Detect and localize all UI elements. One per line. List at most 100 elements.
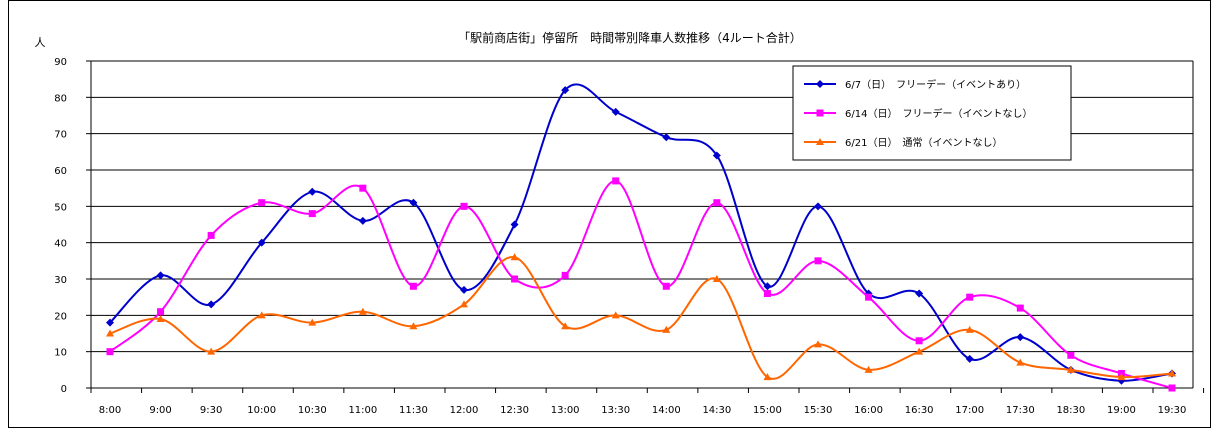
data-point-2-9:00 (157, 308, 165, 316)
data-point-2-17:30 (1016, 304, 1024, 312)
series-line-3 (109, 256, 1173, 380)
legend-item-3: 6/21（日） 通常（イベントなし） (804, 136, 1002, 149)
data-point-3-12:00 (460, 300, 468, 308)
data-point-1-9:00 (156, 271, 165, 280)
series-lines (106, 83, 1176, 392)
x-tick-label-12:00: 12:00 (450, 405, 479, 416)
data-point-1-12:00 (460, 285, 468, 294)
y-tick-label-80: 80 (54, 93, 67, 104)
data-point-1-14:00 (662, 133, 671, 142)
x-tick-label-11:30: 11:30 (399, 405, 428, 416)
data-point-3-17:30 (1016, 358, 1025, 366)
data-point-2-11:30 (409, 282, 417, 290)
data-point-3-14:30 (712, 275, 721, 282)
x-tick-label-14:00: 14:00 (652, 405, 681, 416)
data-point-1-10:30 (308, 187, 317, 196)
x-tick-label-9:30: 9:30 (200, 405, 222, 416)
data-point-1-15:30 (814, 202, 822, 211)
legend-swatch-marker-1 (816, 80, 824, 88)
y-tick-labels: 0 10 20 30 40 50 60 70 80 90 (54, 57, 67, 395)
x-tick-label-13:00: 13:00 (551, 405, 580, 416)
series-1 (106, 83, 1176, 385)
chart-border (8, 0, 1211, 428)
legend: 6/7（日） フリーデー（イベントあり） 6/14（日） フリーデー（イベントなし… (792, 65, 1072, 161)
x-tick-label-19:30: 19:30 (1158, 405, 1187, 416)
y-tick-label-20: 20 (54, 311, 67, 322)
y-tick-label-60: 60 (54, 166, 67, 177)
data-point-3-13:00 (561, 322, 570, 330)
x-tick-label-18:30: 18:30 (1056, 405, 1085, 416)
data-point-2-17:00 (966, 293, 974, 301)
legend-label-2: 6/14（日） フリーデー（イベントなし） (845, 107, 1032, 120)
data-point-2-11:00 (359, 184, 367, 192)
data-point-3-10:00 (257, 311, 266, 319)
data-point-1-15:00 (763, 282, 772, 291)
y-tick-label-50: 50 (54, 202, 67, 213)
data-point-2-19:30 (1168, 384, 1176, 392)
data-point-3-8:00 (106, 329, 114, 337)
data-point-2-10:30 (308, 210, 316, 218)
data-point-2-14:30 (713, 199, 721, 207)
x-tick-label-11:00: 11:00 (348, 405, 377, 416)
data-point-1-9:30 (207, 300, 216, 309)
data-point-2-15:30 (814, 257, 822, 265)
data-point-2-9:30 (207, 231, 215, 239)
data-point-3-14:00 (662, 325, 671, 333)
x-tick-label-10:00: 10:00 (247, 405, 276, 416)
x-tick-label-19:00: 19:00 (1107, 405, 1136, 416)
data-point-1-17:00 (965, 354, 974, 363)
data-point-3-10:30 (308, 318, 317, 326)
legend-label-1: 6/7（日） フリーデー（イベントあり） (845, 78, 1026, 91)
data-point-1-17:30 (1016, 333, 1025, 342)
data-point-3-13:30 (611, 311, 620, 319)
x-tick-label-17:00: 17:00 (955, 405, 984, 416)
data-point-3-11:00 (358, 307, 367, 315)
x-tick-label-14:30: 14:30 (702, 405, 731, 416)
data-point-1-16:30 (915, 289, 924, 298)
chart-title: 「駅前商店街」停留所 時間帯別降車人数推移（4ルート合計） (458, 30, 802, 45)
data-point-2-12:00 (460, 202, 468, 210)
data-point-1-11:00 (358, 216, 367, 225)
data-point-3-9:30 (207, 347, 216, 355)
data-point-1-13:30 (611, 107, 620, 116)
series-2 (106, 177, 1176, 392)
data-point-2-13:30 (612, 177, 620, 185)
x-tick-label-16:00: 16:00 (854, 405, 883, 416)
data-point-3-19:00 (1117, 373, 1126, 381)
data-point-3-16:00 (864, 365, 873, 373)
y-tick-label-90: 90 (54, 57, 67, 68)
x-tick-label-10:30: 10:30 (298, 405, 327, 416)
y-tick-label-40: 40 (54, 239, 67, 250)
data-point-3-9:00 (156, 314, 165, 322)
series-3 (106, 253, 1176, 381)
data-point-3-11:30 (409, 322, 418, 330)
data-point-2-10:00 (258, 199, 266, 207)
data-point-3-18:30 (1066, 365, 1075, 373)
data-point-1-10:00 (257, 238, 266, 247)
data-point-1-12:30 (510, 220, 519, 229)
x-tick-labels: 8:00 9:00 9:30 10:00 10:30 11:00 11:30 12:00 12:… (99, 405, 1187, 416)
legend-items: 6/7（日） フリーデー（イベントあり） 6/14（日） フリーデー（イベントなし… (804, 78, 1032, 149)
x-tick-label-8:00: 8:00 (99, 405, 121, 416)
y-axis-label: 人 (35, 36, 46, 49)
x-tick-label-15:30: 15:30 (804, 405, 833, 416)
legend-item-1: 6/7（日） フリーデー（イベントあり） (804, 78, 1026, 91)
data-point-3-19:30 (1168, 369, 1176, 377)
x-tick-label-9:00: 9:00 (149, 405, 171, 416)
data-point-2-16:30 (915, 337, 923, 345)
y-tick-label-10: 10 (54, 348, 67, 359)
legend-swatch-marker-3 (816, 138, 824, 145)
x-tick-label-16:30: 16:30 (905, 405, 934, 416)
data-point-2-12:30 (511, 275, 519, 283)
data-point-2-16:00 (865, 293, 873, 301)
gridlines (86, 60, 1205, 393)
data-point-1-8:00 (106, 318, 114, 327)
data-point-1-13:00 (561, 86, 570, 95)
legend-box (792, 65, 1072, 161)
x-tick-label-17:30: 17:30 (1006, 405, 1035, 416)
data-point-3-15:00 (763, 373, 772, 381)
data-point-3-16:30 (915, 347, 924, 355)
data-point-1-11:30 (409, 198, 418, 207)
legend-item-2: 6/14（日） フリーデー（イベントなし） (804, 107, 1032, 120)
